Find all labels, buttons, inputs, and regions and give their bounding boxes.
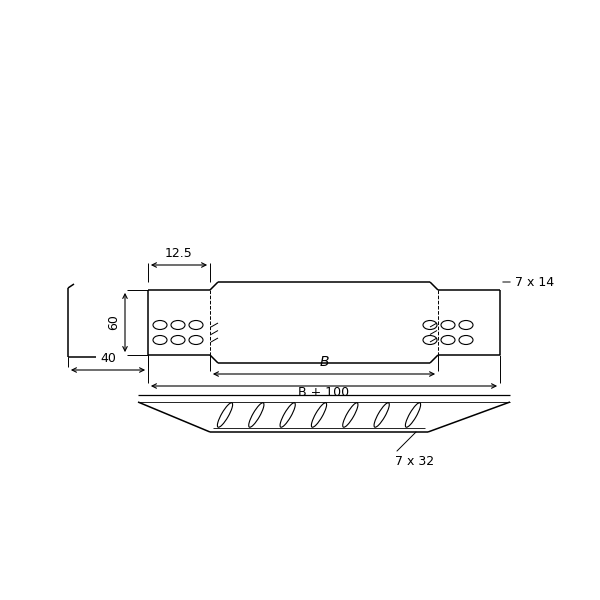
Text: 12.5: 12.5: [165, 247, 193, 260]
Text: B + 100: B + 100: [298, 386, 350, 399]
Text: B: B: [319, 355, 329, 369]
Text: 40: 40: [100, 352, 116, 365]
Text: 7 x 14: 7 x 14: [515, 275, 554, 289]
Text: 7 x 32: 7 x 32: [395, 455, 434, 468]
Text: 60: 60: [107, 314, 120, 331]
